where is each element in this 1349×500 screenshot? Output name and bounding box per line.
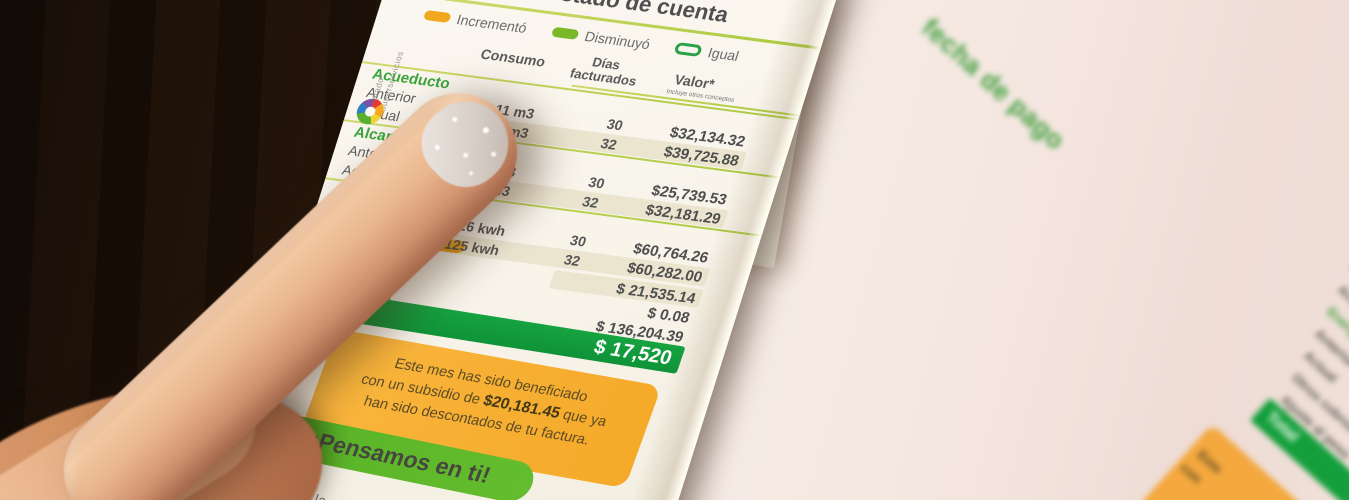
legend-equal: Igual bbox=[705, 44, 741, 64]
subsidy-line2-post: que ya bbox=[556, 406, 609, 431]
consumption-column-header: Consumo bbox=[478, 45, 548, 70]
legend-increased: Incrementó bbox=[454, 11, 530, 36]
days-column-header: Días facturados bbox=[568, 54, 639, 89]
payment-date-title: fecha de pago bbox=[916, 11, 1072, 156]
equal-indicator-icon bbox=[673, 42, 704, 58]
header-underline bbox=[571, 84, 800, 117]
increase-indicator-icon bbox=[422, 9, 452, 24]
decrease-indicator-icon bbox=[550, 26, 580, 40]
legend-decreased: Disminuyó bbox=[582, 28, 653, 53]
